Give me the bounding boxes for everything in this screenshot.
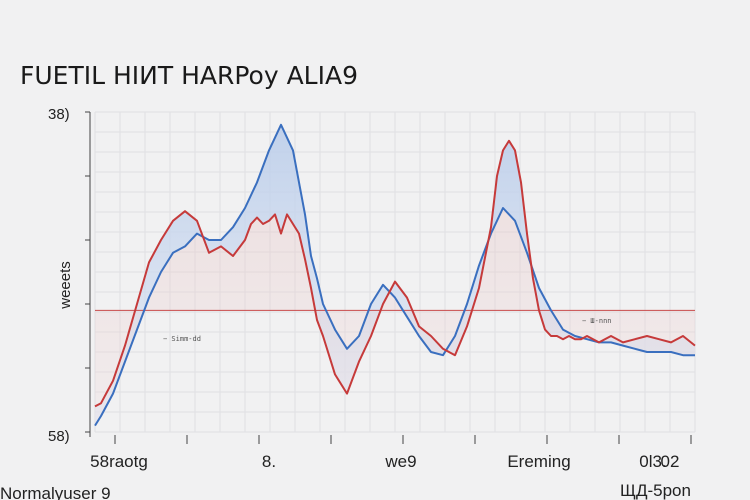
- bottom-right-caption: ЩД-5pon: [620, 481, 691, 500]
- series-line-red: [94, 139, 696, 408]
- grid: [94, 111, 696, 433]
- x-tick-label: 58raotg: [90, 452, 148, 471]
- series-areas: [95, 124, 695, 426]
- chart-title: FUETIL HIИT HARPoy ALIA9: [20, 61, 358, 90]
- series-line-blue: [94, 123, 695, 427]
- x-tick-label: Ereming: [507, 452, 570, 471]
- x-tick-label: we9: [384, 452, 416, 471]
- y-tick-top: 38): [48, 106, 70, 123]
- x-tick-label: 02: [661, 452, 680, 471]
- y-tick-bottom: 58): [48, 428, 70, 445]
- annotation-right: − Ш-nnn: [582, 317, 612, 325]
- series-lines: [94, 123, 696, 427]
- series-lower-fill: [95, 208, 695, 426]
- x-tick-label: 0l3.: [639, 452, 666, 471]
- x-tick-labels: 58raotg 8. we9 Ereming 0l3.02: [90, 452, 679, 471]
- x-tick-label: 8.: [262, 452, 276, 471]
- annotation-left: − Simm-dd: [163, 335, 201, 343]
- x-axis-ticks: [114, 435, 692, 444]
- bottom-left-caption: Normalyuser 9: [0, 484, 111, 500]
- y-axis-ticks: [85, 111, 90, 433]
- y-axis-label: weeets: [57, 261, 74, 310]
